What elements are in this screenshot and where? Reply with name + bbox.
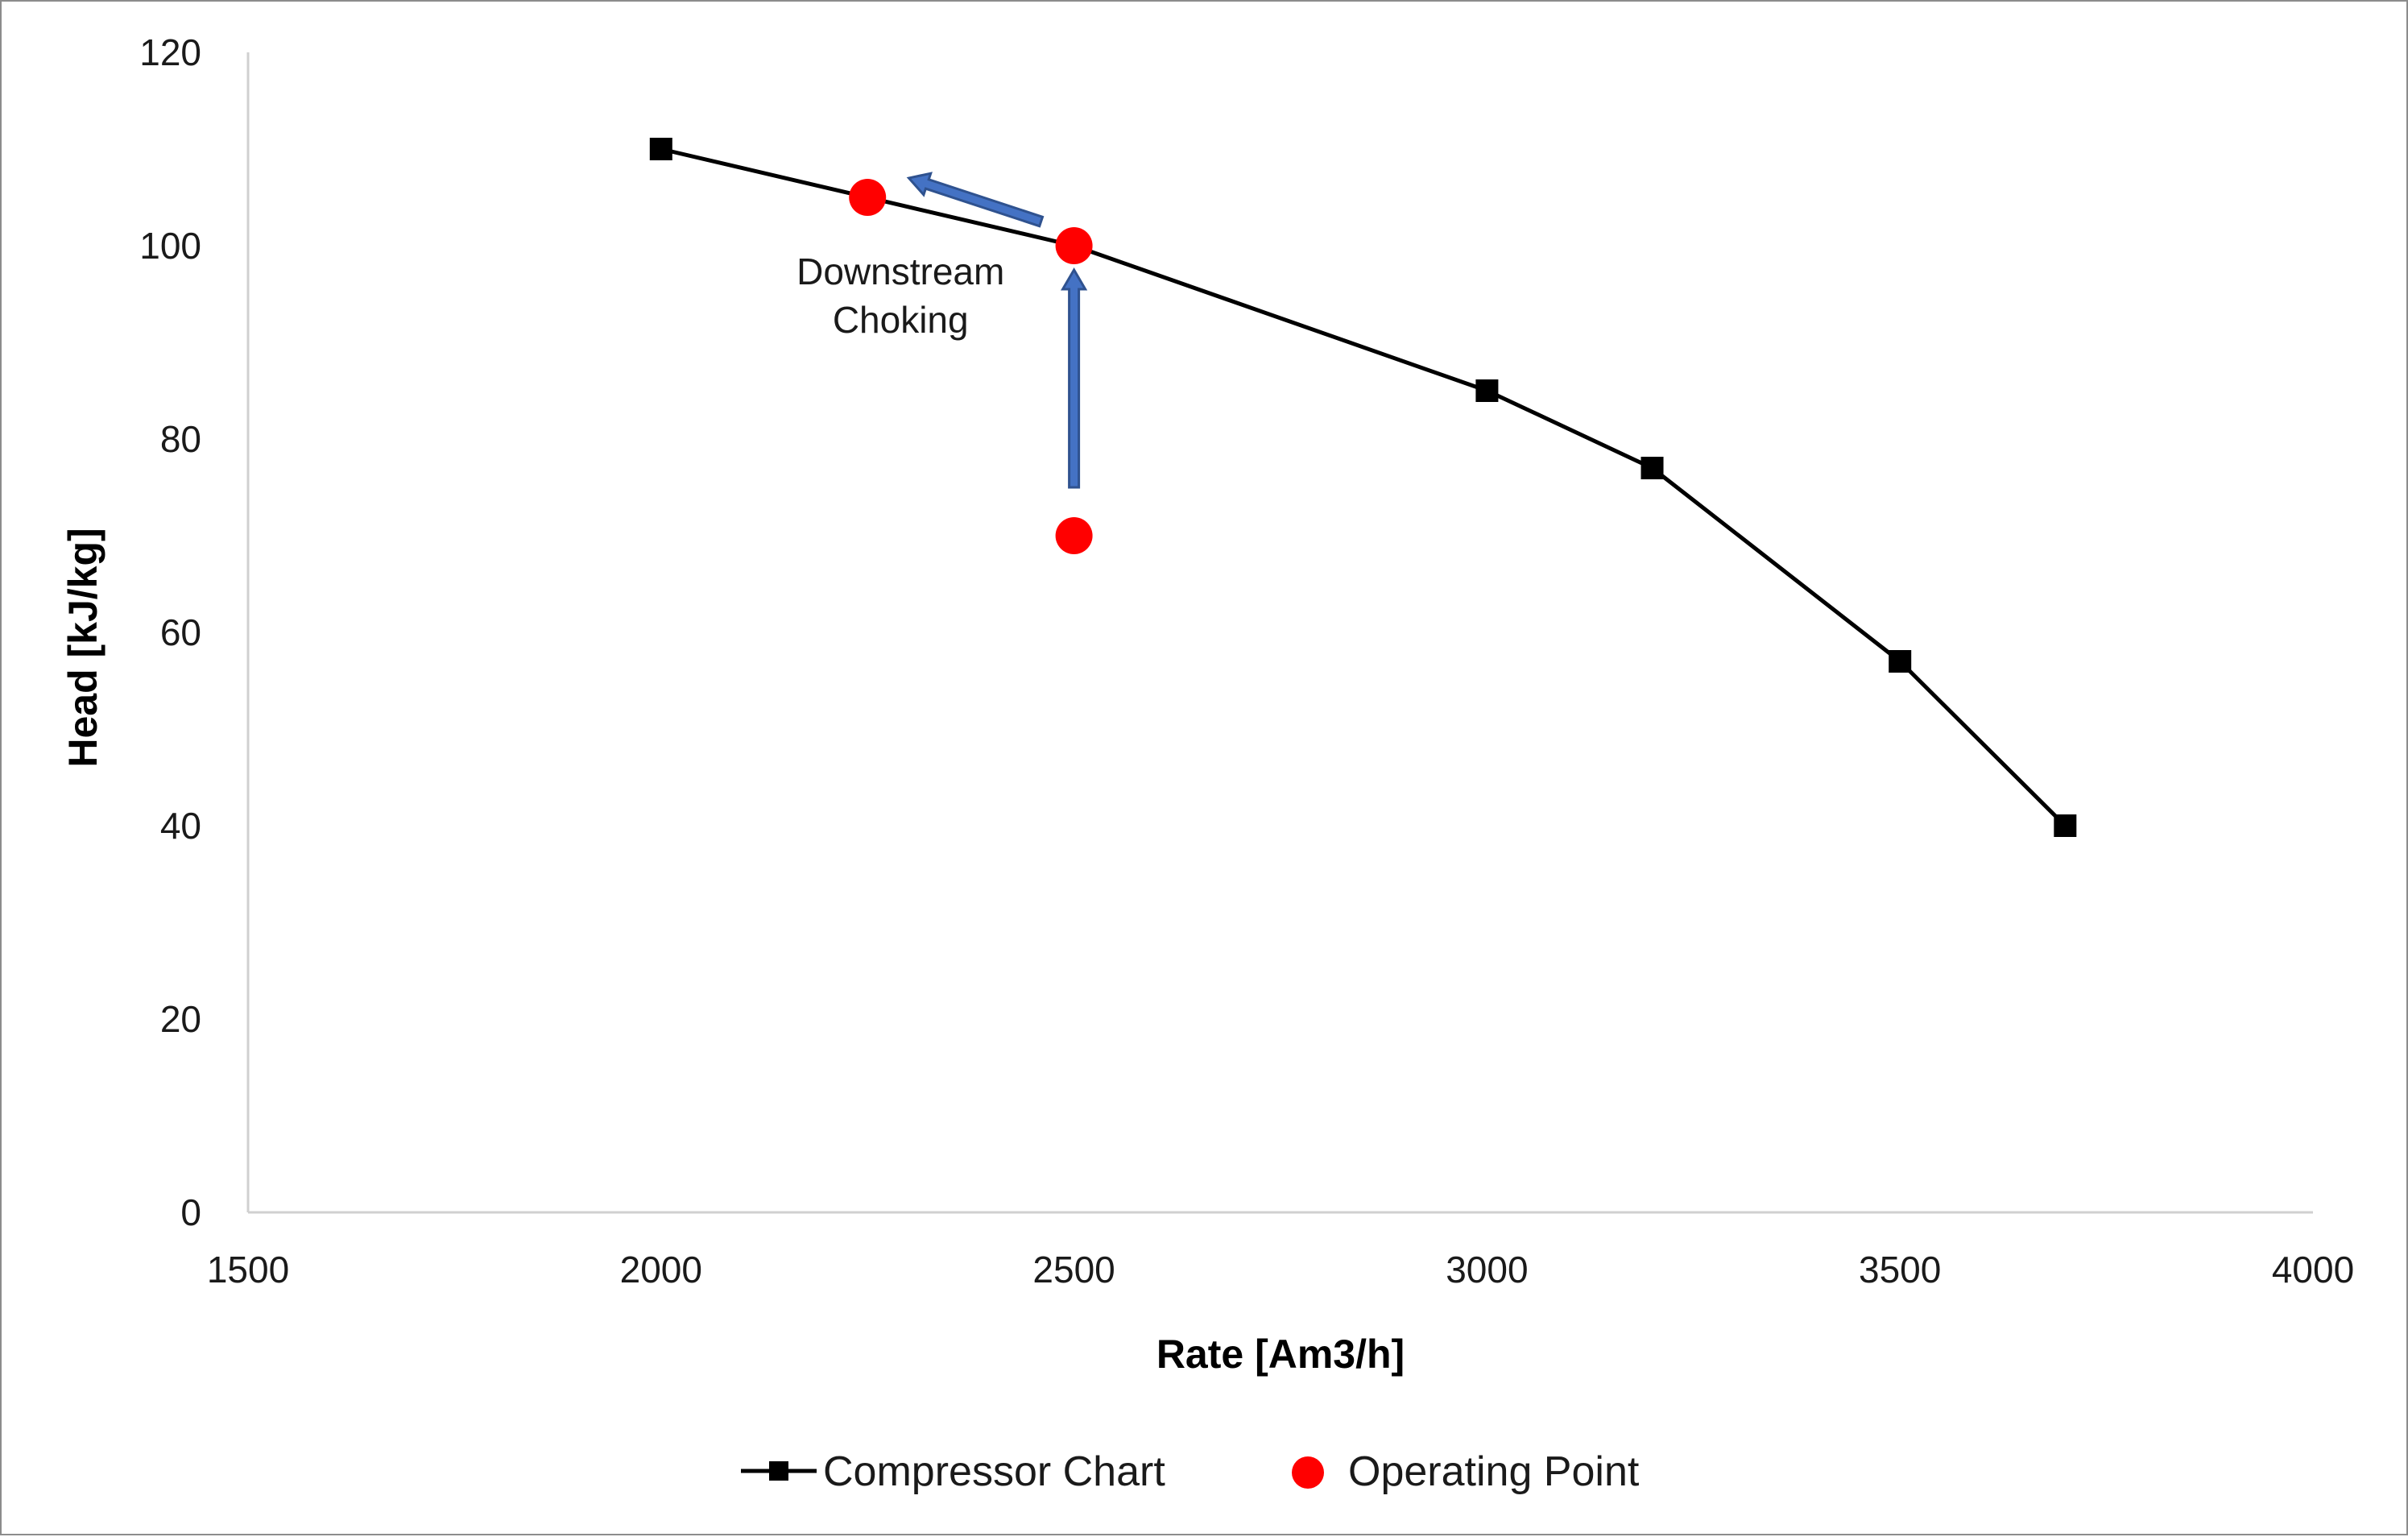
operating-point-marker-1 <box>1055 227 1093 264</box>
operating-point-marker-0 <box>849 179 887 216</box>
compressor-chart-line <box>660 147 2067 827</box>
legend-label-operating-point: Operating Point <box>1348 1448 1640 1495</box>
tick-labels: 1500 2000 2500 3000 3500 4000 0 20 40 60 80 100 120 <box>139 31 2354 1290</box>
y-tick-label-80: 80 <box>160 418 201 460</box>
arrow-1 <box>906 172 1045 228</box>
operating-point-marker-2 <box>1055 517 1093 554</box>
y-tick-label-0: 0 <box>180 1191 201 1233</box>
compressor-chart-marker-4 <box>1889 650 1912 673</box>
annotations: Downstream Choking <box>796 251 1004 341</box>
compressor-chart-marker-2 <box>1475 379 1499 402</box>
plot-area <box>649 138 2077 837</box>
annotation-text-0: Downstream Choking <box>796 251 1004 341</box>
x-tick-label-4000: 4000 <box>2272 1249 2354 1290</box>
x-tick-label-1500: 1500 <box>207 1249 289 1290</box>
legend-item-operating-point: Operating Point <box>1292 1448 1640 1495</box>
compressor-chart-marker-5 <box>2054 814 2077 837</box>
legend-square-swatch <box>769 1461 788 1481</box>
y-tick-label-120: 120 <box>139 31 201 73</box>
arrow-0 <box>1060 267 1088 489</box>
y-tick-label-20: 20 <box>160 998 201 1040</box>
y-tick-label-60: 60 <box>160 611 201 653</box>
y-tick-label-100: 100 <box>139 225 201 267</box>
compressor-chart-marker-0 <box>649 138 672 160</box>
x-tick-label-2500: 2500 <box>1032 1249 1115 1290</box>
y-axis-title: Head [kJ/kg] <box>60 528 106 767</box>
legend-circle-swatch <box>1292 1456 1324 1489</box>
axes <box>246 52 2313 1214</box>
annotation-line-0: Downstream <box>796 251 1004 292</box>
legend-item-compressor-chart: Compressor Chart <box>741 1448 1165 1495</box>
x-tick-label-3000: 3000 <box>1446 1249 1528 1290</box>
x-tick-label-3500: 3500 <box>1859 1249 1941 1290</box>
x-tick-label-2000: 2000 <box>620 1249 702 1290</box>
y-tick-label-40: 40 <box>160 805 201 847</box>
compressor-chart-marker-3 <box>1641 457 1664 479</box>
arrows <box>906 172 1088 489</box>
x-axis-title: Rate [Am3/h] <box>1156 1332 1405 1377</box>
legend: Compressor Chart Operating Point <box>741 1448 1640 1495</box>
legend-label-compressor-chart: Compressor Chart <box>823 1448 1165 1495</box>
annotation-line-1: Choking <box>833 299 969 341</box>
